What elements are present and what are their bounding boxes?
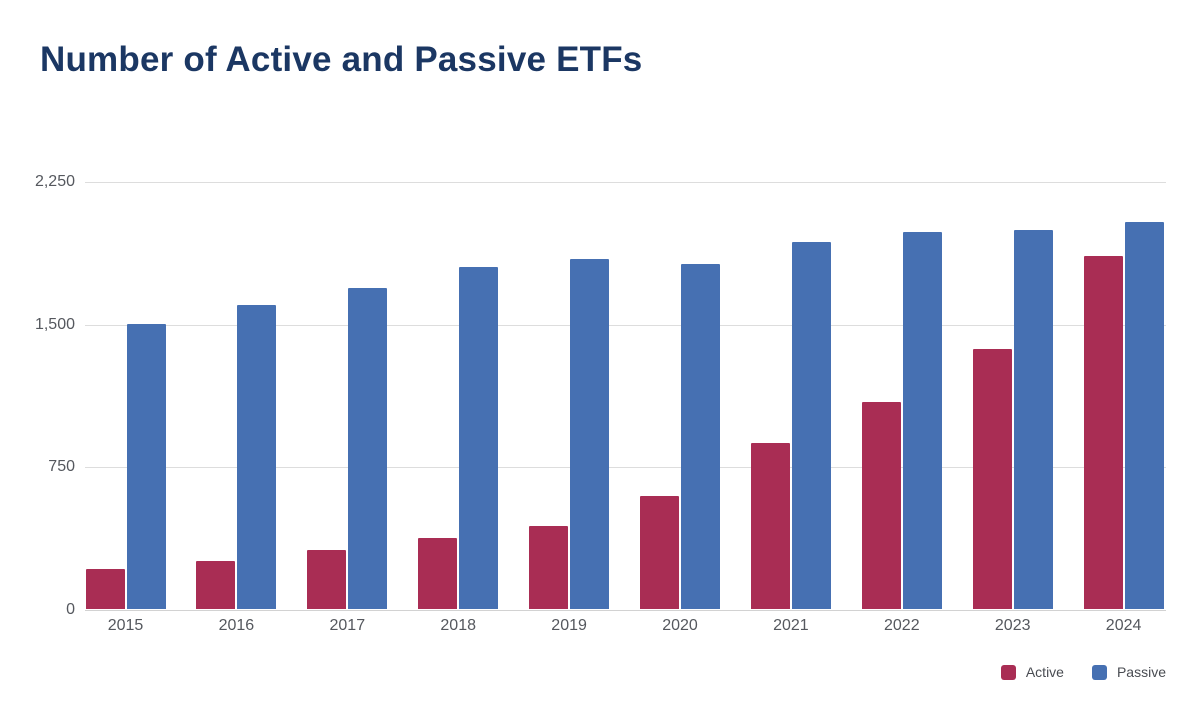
bar-group-2019 — [529, 181, 610, 609]
bar-group-2021 — [750, 181, 831, 609]
legend-item-active: Active — [1000, 664, 1064, 680]
bar-group-2024 — [1083, 181, 1164, 609]
y-tick-label: 1,500 — [34, 315, 75, 333]
legend-label: Active — [1025, 664, 1064, 680]
legend-label: Passive — [1116, 664, 1166, 680]
x-tick-label-2017: 2017 — [329, 617, 366, 634]
bar-group-2022 — [861, 181, 942, 609]
bar-passive-2023 — [1013, 229, 1053, 609]
x-tick-label-2020: 2020 — [662, 617, 698, 634]
legend-swatch-active-icon — [1000, 664, 1016, 680]
x-tick-label-2023: 2023 — [994, 617, 1031, 634]
bar-active-2019 — [529, 526, 569, 609]
bar-passive-2016 — [237, 304, 277, 609]
x-tick-label-2024: 2024 — [1105, 617, 1142, 634]
y-tick-label: 0 — [66, 601, 75, 618]
bar-active-2016 — [196, 561, 236, 609]
bar-active-2017 — [307, 550, 347, 609]
x-tick-label-2018: 2018 — [440, 617, 476, 634]
bar-passive-2020 — [681, 263, 720, 609]
bar-active-2018 — [418, 537, 458, 609]
plot-area: 0 750 1,500 2,250 2015 2016 2017 2018 2019 2020 20… — [35, 173, 1166, 634]
x-tick-label-2019: 2019 — [551, 617, 587, 634]
bar-active-2023 — [972, 349, 1012, 609]
y-tick-label: 2,250 — [34, 173, 75, 190]
bar-passive-2017 — [348, 288, 388, 609]
x-tick-label-2021: 2021 — [773, 617, 809, 634]
bar-passive-2021 — [791, 241, 831, 609]
bar-active-2020 — [640, 495, 679, 609]
bar-active-2022 — [861, 401, 901, 609]
x-tick-label-2016: 2016 — [218, 617, 255, 634]
legend-swatch-passive-icon — [1091, 664, 1107, 680]
bar-passive-2015 — [126, 323, 166, 609]
bar-passive-2019 — [570, 259, 610, 609]
x-axis-line — [85, 610, 1166, 611]
legend: Active Passive — [1000, 664, 1166, 680]
legend-item-passive: Passive — [1091, 664, 1166, 680]
bar-group-2023 — [972, 181, 1053, 609]
y-tick-label: 750 — [48, 458, 75, 476]
x-tick-label-2015: 2015 — [107, 617, 144, 634]
bar-passive-2022 — [902, 232, 942, 609]
bar-passive-2018 — [459, 266, 499, 609]
chart-title: Number of Active and Passive ETFs — [40, 40, 643, 79]
bar-group-2018 — [418, 181, 499, 609]
bar-active-2024 — [1083, 256, 1123, 609]
gridline — [85, 182, 1166, 183]
bar-group-2016 — [196, 181, 277, 609]
bar-group-2020 — [640, 181, 720, 609]
bar-active-2015 — [85, 569, 125, 609]
gridline — [85, 467, 1166, 469]
bar-passive-2024 — [1124, 221, 1164, 609]
gridline — [85, 324, 1166, 326]
bar-active-2021 — [750, 442, 790, 609]
x-tick-label-2022: 2022 — [884, 617, 920, 634]
bar-group-2015 — [85, 181, 166, 609]
bar-group-2017 — [307, 181, 388, 609]
